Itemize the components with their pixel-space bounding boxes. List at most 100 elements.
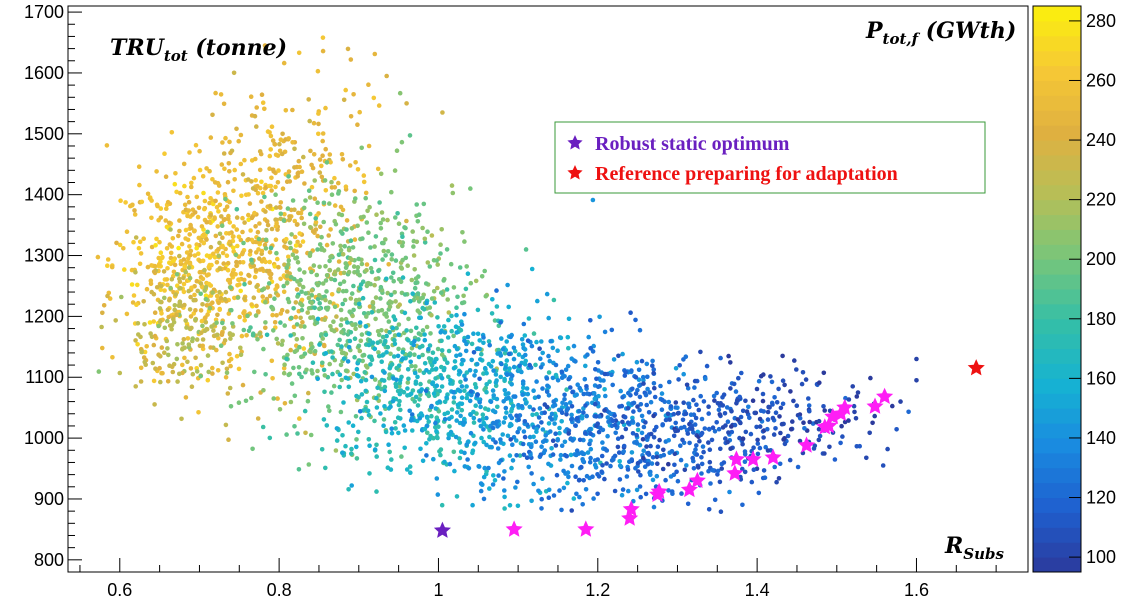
- scatter-point: [428, 404, 434, 410]
- scatter-point: [260, 190, 266, 196]
- scatter-point: [208, 212, 213, 218]
- scatter-point: [330, 355, 335, 360]
- scatter-point: [351, 283, 356, 289]
- scatter-point: [280, 186, 286, 191]
- scatter-point: [397, 391, 403, 397]
- scatter-point: [850, 384, 856, 389]
- scatter-point: [511, 364, 517, 370]
- scatter-point: [378, 386, 384, 392]
- scatter-point: [269, 226, 275, 232]
- scatter-point: [359, 332, 365, 337]
- scatter-point: [215, 332, 220, 338]
- scatter-point: [100, 310, 105, 316]
- scatter-point: [204, 219, 209, 225]
- scatter-point: [648, 443, 653, 449]
- scatter-point: [617, 477, 623, 482]
- scatter-point: [546, 461, 551, 467]
- scatter-point: [669, 449, 675, 454]
- scatter-point: [348, 238, 354, 243]
- scatter-point: [165, 266, 170, 271]
- scatter-point: [366, 311, 371, 316]
- scatter-point: [408, 418, 414, 423]
- scatter-point: [227, 385, 233, 391]
- scatter-point: [696, 407, 702, 413]
- scatter-point: [517, 363, 522, 369]
- scatter-point: [633, 375, 639, 380]
- scatter-point: [758, 373, 764, 379]
- scatter-point: [368, 245, 373, 250]
- scatter-point: [675, 478, 681, 484]
- scatter-point: [336, 180, 341, 186]
- scatter-point: [438, 251, 443, 256]
- scatter-point: [644, 444, 649, 449]
- plot-frame: [67, 5, 1029, 573]
- scatter-point: [659, 391, 665, 396]
- scatter-point: [671, 411, 676, 417]
- scatter-point: [312, 305, 318, 311]
- scatter-point: [555, 438, 560, 443]
- scatter-point: [382, 384, 388, 390]
- scatter-point: [210, 290, 215, 295]
- scatter-point: [651, 367, 656, 372]
- scatter-point: [180, 362, 185, 368]
- scatter-point: [613, 430, 618, 436]
- scatter-point: [574, 392, 579, 398]
- scatter-point: [357, 320, 363, 325]
- scatter-point: [539, 444, 544, 450]
- scatter-point: [435, 492, 441, 497]
- scatter-point: [366, 230, 371, 235]
- scatter-point: [417, 397, 422, 402]
- scatter-point: [477, 376, 482, 382]
- scatter-point: [99, 345, 105, 351]
- scatter-point: [159, 311, 164, 316]
- scatter-point: [429, 312, 434, 318]
- scatter-point: [225, 179, 231, 185]
- scatter-point: [531, 481, 536, 487]
- scatter-point: [671, 472, 677, 478]
- scatter-point: [383, 253, 388, 258]
- scatter-point: [558, 457, 563, 462]
- scatter-point: [202, 198, 208, 204]
- scatter-point: [803, 377, 809, 382]
- scatter-point: [678, 425, 684, 431]
- scatter-point: [258, 151, 264, 157]
- scatter-point: [249, 257, 254, 263]
- scatter-point: [400, 257, 405, 263]
- scatter-point: [414, 202, 420, 207]
- scatter-point: [452, 468, 457, 474]
- magenta-star-marker: [688, 471, 706, 488]
- scatter-point: [225, 391, 231, 396]
- scatter-point: [177, 190, 183, 196]
- scatter-point: [743, 398, 748, 404]
- scatter-point: [165, 318, 170, 324]
- scatter-point: [577, 437, 583, 443]
- scatter-point: [288, 333, 294, 338]
- scatter-point: [773, 426, 778, 431]
- scatter-point: [439, 338, 444, 344]
- scatter-point: [340, 252, 346, 257]
- scatter-point: [411, 253, 417, 258]
- scatter-point: [152, 333, 158, 339]
- scatter-point: [762, 475, 768, 481]
- scatter-point: [772, 464, 777, 470]
- scatter-point: [227, 351, 232, 357]
- scatter-point: [538, 365, 544, 370]
- scatter-point: [421, 201, 427, 207]
- scatter-point: [335, 342, 341, 348]
- scatter-point: [557, 430, 562, 436]
- scatter-point: [611, 357, 617, 362]
- scatter-point: [479, 351, 484, 357]
- scatter-point: [537, 346, 542, 352]
- scatter-point: [486, 465, 491, 471]
- scatter-point: [347, 309, 353, 315]
- scatter-point: [176, 245, 181, 251]
- legend-box: [554, 121, 986, 194]
- scatter-point: [504, 339, 510, 344]
- scatter-point: [374, 405, 380, 410]
- x-axis: 0.6 0.8 1 1.2 1.4 1.6: [79, 558, 997, 600]
- scatter-point: [447, 424, 452, 429]
- scatter-point: [654, 454, 660, 460]
- scatter-point: [439, 227, 445, 232]
- scatter-point: [186, 208, 191, 213]
- scatter-point: [181, 275, 186, 281]
